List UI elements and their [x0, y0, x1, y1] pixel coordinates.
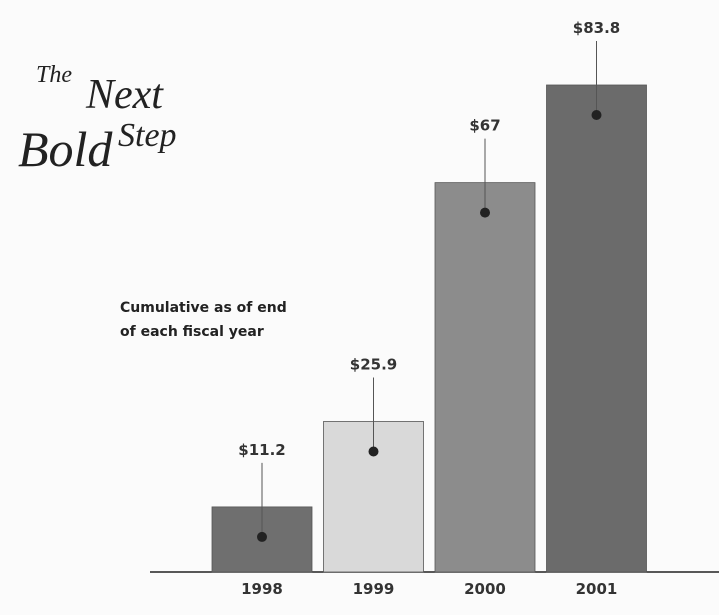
bar — [434, 182, 536, 573]
leader-dot — [368, 446, 379, 457]
x-tick-label: 2000 — [464, 580, 506, 598]
value-label: $25.9 — [350, 355, 397, 373]
leader-dot — [480, 207, 490, 218]
chart-title: Step — [118, 117, 177, 154]
leader-dot — [591, 110, 602, 120]
x-tick-label: 2001 — [576, 580, 618, 598]
subtitle: Cumulative as of end — [120, 300, 287, 316]
bar — [323, 421, 424, 573]
value-label: $11.2 — [238, 441, 285, 459]
x-tick-label: 1999 — [353, 580, 395, 598]
chart-title: The — [36, 62, 72, 88]
value-label: $83.8 — [573, 19, 620, 37]
bar — [546, 84, 647, 573]
leader-dot — [257, 531, 267, 542]
x-tick-label: 1998 — [241, 580, 283, 598]
chart-title: Bold — [18, 121, 113, 177]
chart-title: Next — [85, 72, 164, 118]
subtitle: of each fiscal year — [120, 324, 264, 340]
value-label: $67 — [469, 117, 500, 135]
